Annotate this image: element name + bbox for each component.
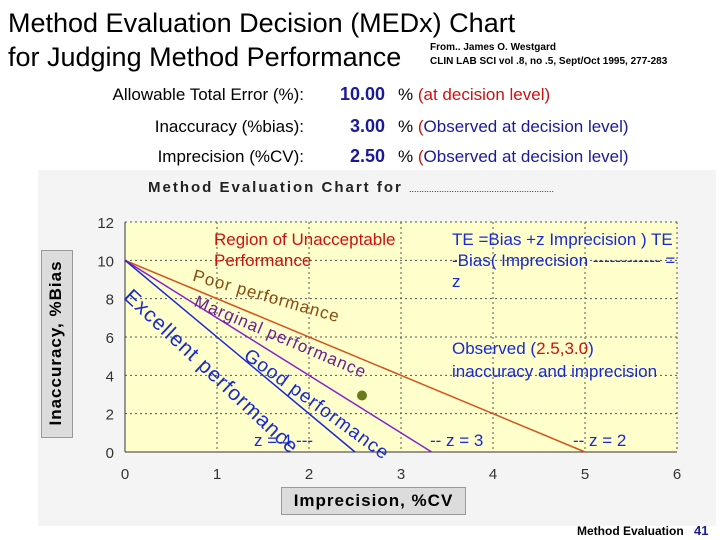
chart-title: Method Evaluation Chart for ............… bbox=[148, 179, 554, 196]
observed-line-1: Observed (2.5,3.0) bbox=[452, 337, 657, 360]
param-note-paren: ( bbox=[417, 117, 424, 136]
param-note: % (at decision level) bbox=[398, 85, 550, 105]
y-tick-label: 4 bbox=[106, 368, 114, 385]
series-line-z3 bbox=[124, 259, 433, 453]
reference-author: From.. James O. Westgard bbox=[430, 42, 556, 53]
y-tick-label: 0 bbox=[106, 445, 114, 462]
title-line-1: Method Evaluation Decision (MEDx) Chart bbox=[8, 8, 516, 38]
region-unacceptable-text: Region of Unacceptable Performance bbox=[214, 230, 396, 270]
footer-label: Method Evaluation bbox=[577, 524, 684, 538]
x-tick-label: 0 bbox=[121, 466, 129, 483]
observed-line-2: inaccuracy and imprecision bbox=[452, 362, 658, 381]
region-unacceptable-label: Region of Unacceptable Performance bbox=[214, 229, 444, 271]
param-note-text: Observed at decision level) bbox=[423, 147, 629, 166]
param-note: % (Observed at decision level) bbox=[398, 117, 629, 137]
series-lines bbox=[124, 259, 586, 453]
x-tick-label: 1 bbox=[213, 466, 221, 483]
chart-title-text: Method Evaluation Chart for bbox=[148, 179, 403, 196]
x-tick-label: 3 bbox=[397, 466, 405, 483]
param-label: Allowable Total Error (%): bbox=[112, 85, 304, 104]
y-tick-label: 2 bbox=[106, 407, 114, 424]
y-axis-label-box bbox=[41, 250, 73, 438]
x-tick-label: 6 bbox=[673, 466, 681, 483]
param-value: 2.50 bbox=[349, 146, 385, 166]
x-tick-label: 4 bbox=[489, 466, 497, 483]
x-tick-label: 5 bbox=[581, 466, 589, 483]
observed-annotation: Observed (2.5,3.0) inaccuracy and imprec… bbox=[452, 337, 657, 383]
y-tick-label: 6 bbox=[106, 330, 114, 347]
y-tick-label: 12 bbox=[97, 215, 114, 232]
param-unit: % bbox=[398, 147, 414, 166]
param-label: Imprecision (%CV): bbox=[157, 147, 304, 166]
param-label: Inaccuracy (%bias): bbox=[154, 117, 304, 136]
title-line-2: for Judging Method Performance bbox=[8, 42, 402, 72]
observed-suffix: ) bbox=[588, 339, 594, 358]
z3-label: -- z = 3 bbox=[430, 431, 484, 450]
param-unit: % bbox=[398, 85, 414, 104]
y-tick-label: 8 bbox=[106, 292, 114, 309]
param-note-paren: ( bbox=[417, 147, 424, 166]
param-value: 3.00 bbox=[349, 116, 385, 136]
y-tick-label: 10 bbox=[97, 253, 114, 270]
observed-point bbox=[357, 390, 367, 401]
x-axis-label: Imprecision, %CV bbox=[281, 487, 466, 515]
z2-label: -- z = 2 bbox=[573, 431, 627, 450]
x-tick-label: 2 bbox=[305, 466, 313, 483]
param-value: 10.00 bbox=[339, 84, 385, 104]
series-line-z2 bbox=[124, 259, 586, 453]
page-number: 41 bbox=[694, 523, 709, 538]
observed-prefix: Observed ( bbox=[452, 339, 537, 358]
param-unit: % bbox=[398, 117, 414, 136]
param-note-text: Observed at decision level) bbox=[423, 117, 629, 136]
observed-coords: 2.5,3.0 bbox=[536, 339, 589, 358]
chart-marks bbox=[357, 390, 367, 401]
param-note-text: (at decision level) bbox=[417, 85, 551, 104]
z4-label: z = 4 --- bbox=[254, 431, 314, 450]
param-note: % (Observed at decision level) bbox=[398, 147, 629, 167]
series-line-z4 bbox=[124, 259, 356, 453]
formula-annotation: TE =Bias +z Imprecision ) TE -Bias( Impr… bbox=[452, 230, 676, 291]
reference-citation: CLIN LAB SCI vol .8, no .5, Sept/Oct 199… bbox=[430, 56, 668, 67]
chart-title-blank: ........................................… bbox=[409, 184, 555, 194]
